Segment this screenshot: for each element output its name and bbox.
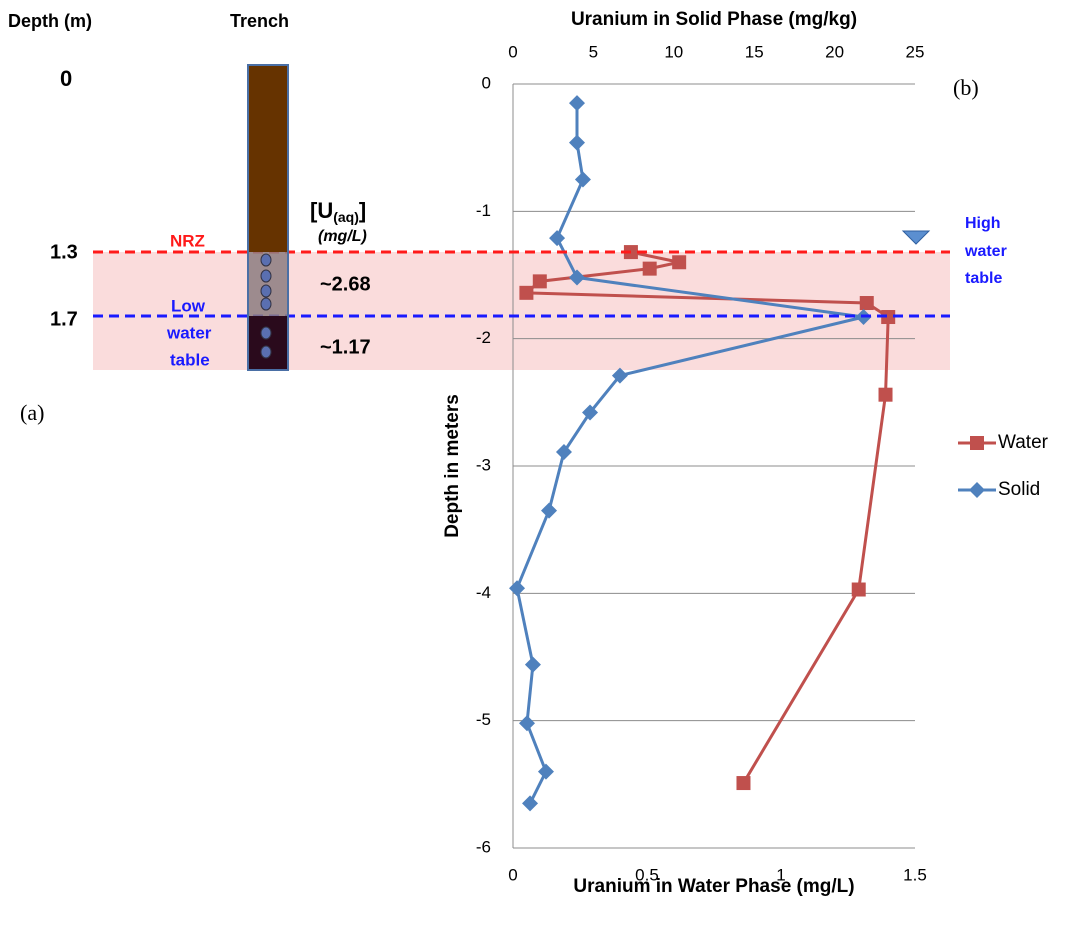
low-water-label: water	[166, 323, 212, 342]
depth-label: 1.7	[50, 308, 78, 330]
high-water-label: table	[965, 270, 1002, 287]
x2-tick-label: 20	[825, 42, 844, 61]
marker	[541, 502, 558, 519]
conc-value: ~2.68	[320, 273, 371, 295]
marker	[537, 763, 554, 780]
high-water-label: water	[964, 243, 1007, 260]
marker	[509, 580, 526, 597]
low-water-label: Low	[171, 296, 206, 315]
y-tick-label: -5	[476, 710, 491, 729]
marker	[555, 443, 572, 460]
x2-tick-label: 5	[589, 42, 598, 61]
conc-title-end: ]	[359, 198, 366, 223]
marker	[524, 656, 541, 673]
y-tick-label: -4	[476, 583, 491, 602]
y-tick-label: -6	[476, 837, 491, 856]
marker	[532, 274, 547, 289]
marker	[582, 404, 599, 421]
legend-marker	[970, 436, 984, 450]
legend-label: Solid	[998, 479, 1040, 500]
x2-tick-label: 0	[508, 42, 517, 61]
conc-title: [U(aq)]	[310, 198, 366, 225]
marker	[522, 795, 539, 812]
marker	[736, 776, 751, 791]
saturated-band	[93, 252, 950, 370]
depth-label: 0	[60, 66, 72, 91]
x2-tick-label: 25	[906, 42, 925, 61]
x-tick-label: 1.5	[903, 865, 927, 884]
high-water-label: High	[965, 215, 1001, 232]
trench	[247, 64, 289, 371]
marker	[859, 296, 874, 311]
panel-label: (b)	[953, 75, 979, 100]
marker	[574, 171, 591, 188]
marker	[881, 310, 896, 325]
x-axis-title: Uranium in Water Phase (mg/L)	[573, 876, 854, 897]
legend-label: Water	[998, 432, 1049, 453]
conc-sub: (aq)	[333, 209, 359, 225]
marker	[519, 285, 534, 300]
x2-tick-label: 10	[664, 42, 683, 61]
trench-header: Trench	[230, 11, 289, 31]
marker	[568, 134, 585, 151]
low-water-label: table	[170, 350, 210, 369]
x-tick-label: 0	[508, 865, 517, 884]
y-tick-label: -1	[476, 201, 491, 220]
marker	[568, 95, 585, 112]
legend-marker	[969, 482, 985, 498]
marker	[611, 367, 628, 384]
y-axis-title: Depth in meters	[442, 394, 463, 538]
marker	[549, 230, 566, 247]
marker	[568, 269, 585, 286]
marker	[851, 582, 866, 597]
conc-value: ~1.17	[320, 336, 371, 358]
depth-header: Depth (m)	[8, 11, 92, 31]
conc-units: (mg/L)	[318, 228, 367, 245]
depth-label: 1.3	[50, 241, 78, 263]
x-tick-label: 0.5	[635, 865, 659, 884]
x2-axis-title: Uranium in Solid Phase (mg/kg)	[571, 9, 857, 30]
y-tick-label: -2	[476, 328, 491, 347]
x2-tick-label: 15	[745, 42, 764, 61]
series-line	[522, 250, 890, 784]
y-tick-label: -3	[476, 455, 491, 474]
marker	[518, 715, 535, 732]
conc-title-start: [U	[310, 198, 333, 223]
marker	[878, 387, 893, 402]
marker	[642, 261, 657, 276]
water-table-symbol	[901, 230, 931, 245]
nrz-label: NRZ	[170, 231, 205, 250]
panel-label: (a)	[20, 400, 44, 425]
marker	[672, 255, 687, 270]
x-tick-label: 1	[776, 865, 785, 884]
chart: 0 -1 -2 -3 -4 -5 -6 0 0.5 1 1.5 0 5 10 15 20 25 Uranium i…	[442, 9, 1049, 897]
y-tick-label: 0	[482, 73, 491, 92]
